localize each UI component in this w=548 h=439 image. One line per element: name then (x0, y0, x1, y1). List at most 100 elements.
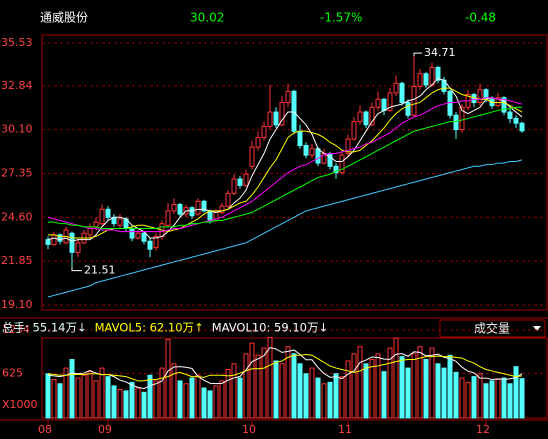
candle-body (153, 235, 159, 249)
candle-body (45, 239, 51, 245)
volume-bar (333, 373, 339, 419)
candle-body (285, 90, 291, 103)
volume-bar (357, 346, 363, 419)
candle-body (375, 98, 381, 108)
mavol-line (47, 354, 523, 382)
x-tick-label: 08 (38, 423, 52, 436)
x-tick-label: 09 (98, 423, 112, 436)
candle-body (339, 154, 345, 174)
volume-bar (327, 381, 333, 419)
volume-bar (159, 367, 165, 419)
ma-line (47, 159, 523, 298)
volume-bar (369, 359, 375, 419)
candle-body (405, 101, 411, 116)
candle-body (429, 66, 435, 86)
volume-bar (303, 373, 309, 419)
volume-bar (477, 373, 483, 419)
candle-body (507, 111, 513, 119)
y-tick-label: 21.85 (1, 254, 33, 267)
volume-bar (129, 381, 135, 419)
candle-body (387, 92, 393, 111)
candle-body (207, 210, 213, 221)
indicator-box[interactable] (439, 319, 546, 338)
candle-body (333, 165, 339, 174)
volume-bar (429, 347, 435, 419)
price-frame (41, 34, 548, 311)
candle-body (93, 221, 99, 228)
volume-bar (189, 377, 195, 419)
candle-body (393, 82, 399, 94)
candle-body (357, 111, 363, 123)
x-tick-label: 12 (476, 423, 490, 436)
volume-bar (501, 377, 507, 419)
volume-bar (69, 359, 75, 419)
volume-bar (75, 377, 81, 419)
volume-bar (291, 353, 297, 419)
annotation-line (413, 52, 422, 57)
volume-unit: X1000 (2, 398, 38, 411)
x-tick-label: 10 (242, 423, 256, 436)
candle-body (279, 101, 285, 126)
candle-body (129, 227, 135, 239)
volume-bar (237, 377, 243, 419)
candle-body (381, 98, 387, 111)
volume-bar (345, 360, 351, 419)
ma-line (47, 78, 523, 242)
volume-bar (519, 378, 525, 419)
candle-body (297, 130, 303, 147)
volume-bar (135, 387, 141, 419)
stock-name: 通威股份 (40, 11, 88, 25)
volume-bar (447, 354, 453, 419)
y-tick-label: 1234 (2, 323, 30, 336)
volume-bar (117, 388, 123, 419)
candle-body (423, 73, 429, 86)
candle-body (477, 89, 483, 103)
candle-body (513, 117, 519, 124)
y-tick-label: 30.10 (1, 123, 33, 136)
indicator-label: 总手: 55.14万↓ (2, 321, 87, 335)
volume-bar (513, 366, 519, 419)
candle-body (135, 232, 141, 239)
volume-bar (261, 347, 267, 419)
volume-bar (123, 390, 129, 419)
y-tick-label: 35.53 (1, 36, 33, 49)
indicator-name[interactable]: 成交量 (474, 321, 510, 336)
volume-bar (267, 336, 273, 419)
candle-body (69, 232, 75, 253)
volume-bar (441, 367, 447, 419)
candle-body (99, 208, 105, 225)
x-tick-label: 11 (338, 423, 352, 436)
dropdown-arrow[interactable] (533, 326, 541, 331)
volume-bar (339, 376, 345, 419)
ma-line (47, 97, 523, 233)
candle-body (165, 210, 171, 226)
volume-bar (489, 380, 495, 419)
high-label: 34.71 (424, 46, 456, 59)
volume-bar (231, 363, 237, 419)
candle-body (75, 242, 81, 253)
volume-bar (297, 363, 303, 419)
volume-bar (249, 342, 255, 419)
candle-body (255, 137, 261, 148)
volume-bar (105, 376, 111, 419)
volume-bar (195, 374, 201, 419)
volume-bar (321, 383, 327, 419)
indicator-label: MAVOL10: 59.10万↓ (212, 321, 328, 335)
volume-bar (243, 353, 249, 419)
volume-bar (153, 380, 159, 419)
volume-bar (483, 383, 489, 419)
volume-bar (165, 339, 171, 419)
candle-body (231, 178, 237, 194)
volume-bar (147, 374, 153, 419)
candle-body (399, 82, 405, 103)
candle-body (249, 146, 255, 167)
candle-body (219, 205, 225, 214)
volume-bar (141, 391, 147, 419)
candle-body (315, 148, 321, 164)
y-tick-label: 24.60 (1, 210, 33, 223)
candle-body (417, 73, 423, 88)
candle-body (363, 111, 369, 126)
candle-body (273, 111, 279, 126)
candle-body (411, 86, 417, 116)
